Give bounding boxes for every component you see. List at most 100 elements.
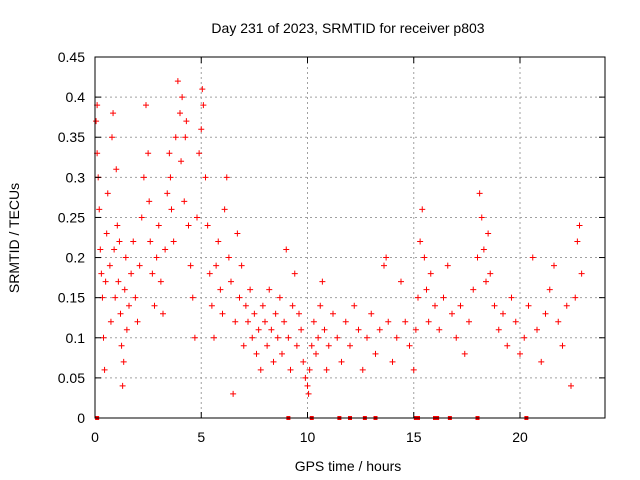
data-point	[240, 342, 247, 349]
data-point	[279, 350, 285, 357]
x-tick-label: 10	[300, 429, 316, 445]
x-tick-label: 20	[512, 429, 528, 445]
data-point	[189, 294, 196, 301]
data-point	[476, 190, 483, 197]
data-point	[568, 382, 574, 389]
data-point	[167, 174, 174, 181]
data-point	[202, 174, 209, 181]
data-point	[242, 302, 249, 309]
data-point	[206, 270, 213, 277]
data-point	[351, 302, 358, 309]
data-point	[198, 126, 205, 133]
y-tick-label: 0.15	[58, 290, 85, 306]
data-point	[219, 310, 226, 317]
data-point	[182, 134, 189, 141]
data-point	[97, 246, 104, 253]
chart-title: Day 231 of 2023, SRMTID for receiver p80…	[211, 20, 484, 36]
data-point	[140, 174, 147, 181]
data-point	[114, 222, 121, 229]
data-point	[157, 278, 164, 285]
data-point	[342, 318, 349, 325]
data-point	[480, 246, 487, 253]
data-point	[247, 286, 254, 293]
data-point	[495, 326, 502, 333]
data-point	[96, 206, 103, 213]
data-point	[191, 334, 198, 341]
data-point	[118, 342, 125, 349]
data-point	[440, 294, 447, 301]
data-point	[334, 334, 341, 341]
data-point	[134, 318, 141, 325]
data-point	[187, 262, 194, 269]
data-point	[308, 342, 315, 349]
data-point	[178, 158, 185, 165]
data-point	[230, 390, 237, 397]
data-point	[257, 366, 264, 373]
data-point	[421, 254, 428, 261]
data-point	[449, 310, 455, 317]
grid-layer	[95, 57, 605, 418]
data-point	[245, 318, 251, 325]
data-point	[283, 246, 290, 253]
data-point	[160, 310, 166, 317]
data-point	[296, 310, 302, 317]
data-point	[170, 238, 177, 245]
data-point	[512, 318, 519, 325]
data-point	[253, 350, 260, 357]
data-point	[330, 310, 336, 317]
data-point	[504, 342, 511, 349]
data-point	[287, 366, 294, 373]
data-point	[172, 134, 179, 141]
data-point	[223, 174, 230, 181]
data-point	[313, 350, 319, 357]
data-point	[376, 326, 383, 333]
data-point	[234, 230, 241, 237]
data-point	[200, 102, 207, 109]
data-point	[574, 238, 581, 245]
data-point	[319, 278, 326, 285]
data-point	[102, 278, 109, 285]
ticks-layer	[94, 56, 605, 419]
data-point	[115, 278, 122, 285]
data-point	[305, 390, 312, 397]
data-point	[183, 118, 190, 125]
data-point	[338, 358, 345, 365]
data-point	[285, 334, 292, 341]
data-point	[120, 358, 127, 365]
data-point	[417, 238, 424, 245]
y-tick-label: 0.25	[58, 209, 85, 225]
data-point	[485, 230, 492, 237]
data-point	[478, 214, 485, 221]
data-point	[368, 310, 375, 317]
data-point	[293, 342, 300, 349]
data-point	[310, 318, 317, 325]
data-point	[325, 342, 332, 349]
data-point	[153, 254, 160, 261]
tick-labels-layer: 0 0.05 0.1 0.15 0.2 0.25 0.3 0.35 0.4 0.45 0 5 10 15 2…	[58, 49, 528, 445]
data-point	[425, 318, 432, 325]
data-point	[138, 214, 145, 221]
data-point	[436, 326, 443, 333]
data-point	[181, 198, 188, 205]
data-point	[145, 150, 152, 157]
data-point	[372, 350, 379, 357]
data-point	[412, 326, 419, 333]
data-point	[249, 334, 256, 341]
data-point	[321, 326, 328, 333]
data-point	[262, 318, 268, 325]
data-point	[466, 318, 472, 325]
data-point	[398, 278, 404, 285]
data-point	[389, 358, 396, 365]
data-point	[315, 334, 322, 341]
y-tick-label: 0.2	[66, 250, 86, 266]
data-point	[130, 238, 137, 245]
data-point	[542, 310, 549, 317]
data-point	[112, 294, 119, 301]
y-tick-label: 0.3	[66, 169, 86, 185]
x-tick-label: 5	[197, 429, 205, 445]
y-tick-label: 0.1	[66, 330, 86, 346]
data-point	[572, 294, 579, 301]
data-point	[538, 358, 545, 365]
data-point	[323, 366, 330, 373]
data-point	[298, 326, 305, 333]
